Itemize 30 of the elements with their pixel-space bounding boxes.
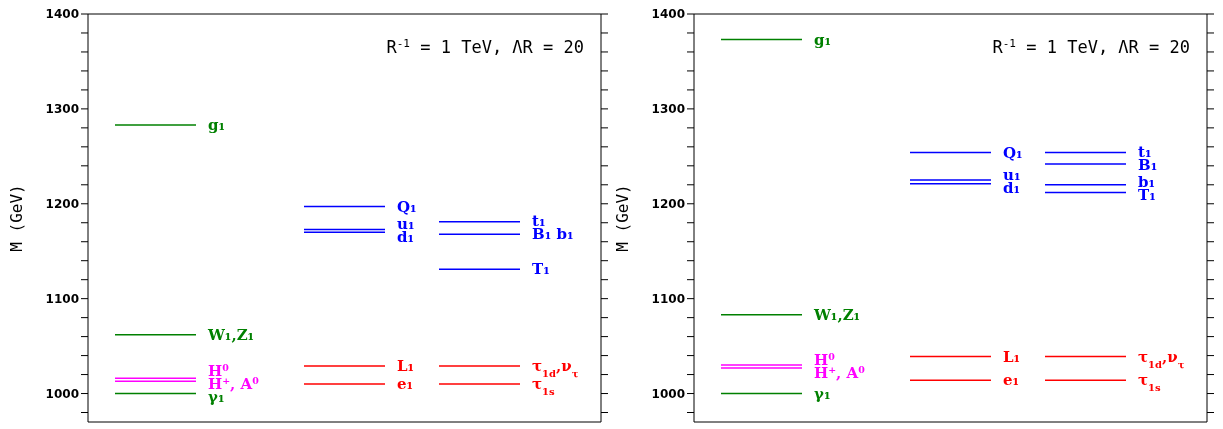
y-tick-label: 1300: [651, 102, 685, 117]
y-axis-title: M (GeV): [6, 184, 26, 252]
series-label: g₁: [208, 116, 226, 135]
series-label: τ$_{1d}$,ν$_{τ}$: [532, 357, 579, 379]
series-label: γ₁: [208, 388, 225, 407]
series-label: Q₁: [1003, 143, 1023, 162]
series-label: Q₁: [397, 197, 417, 216]
series-label: e₁: [397, 375, 414, 394]
series-label: W₁,Z₁: [813, 305, 861, 324]
y-tick-label: 1000: [651, 386, 685, 401]
series-label: L₁: [397, 357, 415, 376]
series-label: τ$_{1s}$: [1138, 371, 1162, 393]
annotation: R$^{-1}$ = 1 TeV, ΛR = 20: [386, 36, 584, 57]
y-tick-label: 1400: [651, 7, 685, 22]
series-label: T₁: [532, 260, 550, 279]
y-tick-label: 1300: [45, 102, 79, 117]
annotation: R$^{-1}$ = 1 TeV, ΛR = 20: [992, 36, 1190, 57]
y-tick-label: 1200: [45, 197, 79, 212]
y-tick-label: 1000: [45, 386, 79, 401]
y-tick-label: 1100: [651, 291, 685, 306]
y-tick-label: 1200: [651, 197, 685, 212]
y-axis-title: M (GeV): [612, 184, 632, 252]
series-label: L₁: [1003, 347, 1021, 366]
y-tick-label: 1400: [45, 7, 79, 22]
series-label: g₁: [814, 30, 832, 49]
y-tick-label: 1100: [45, 291, 79, 306]
series-label: γ₁: [814, 384, 831, 403]
series-label: τ$_{1d}$,ν$_{τ}$: [1138, 347, 1185, 370]
series-label: W₁,Z₁: [207, 325, 255, 344]
series-label: e₁: [1003, 371, 1020, 390]
